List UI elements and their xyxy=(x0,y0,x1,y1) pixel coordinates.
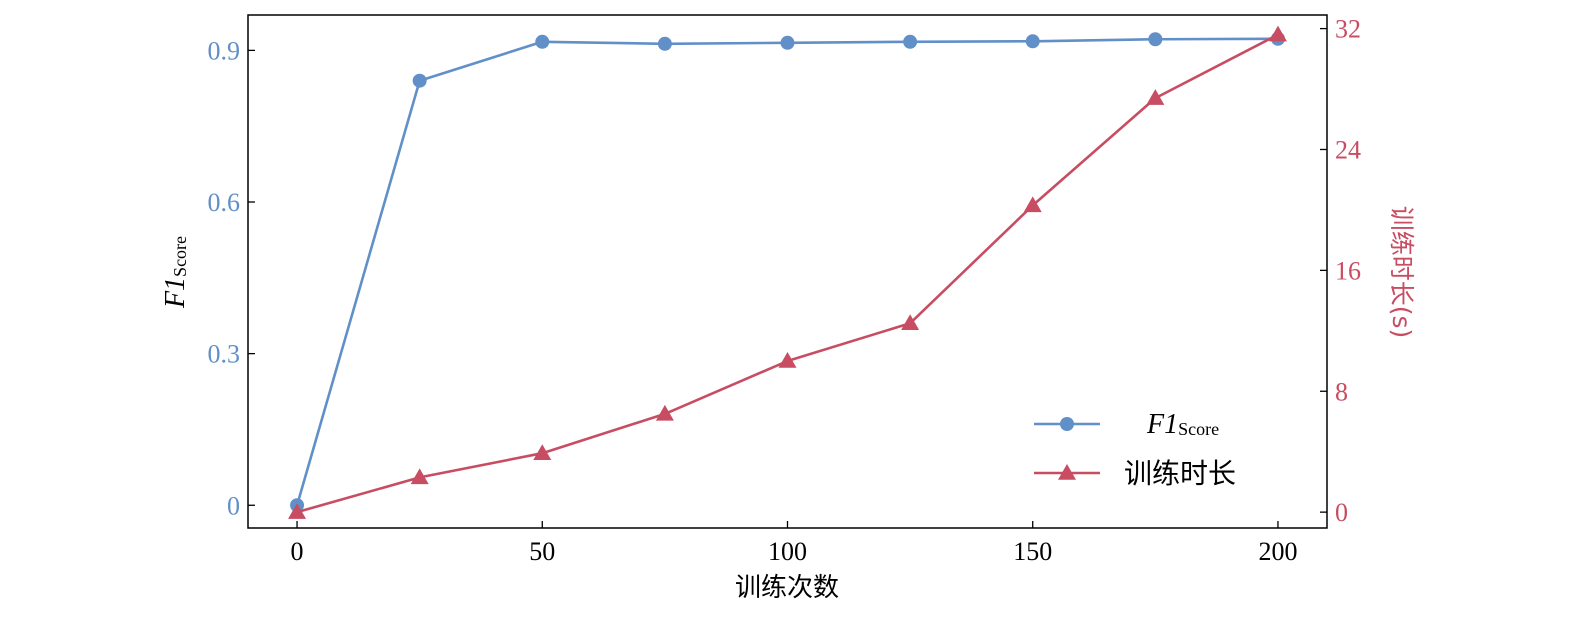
y-right-tick-label: 8 xyxy=(1335,377,1348,406)
training-time-series-line xyxy=(296,33,1279,514)
y-axis-right-title: 训练时长(s) xyxy=(1387,206,1416,339)
f1-score-point xyxy=(1148,32,1163,47)
y-right-tick-label: 24 xyxy=(1335,135,1361,164)
training-time-point xyxy=(533,444,552,460)
y-axis-left-title: F1Score xyxy=(160,236,191,309)
y-left-tick-label: 0 xyxy=(227,491,240,520)
series-group xyxy=(288,25,1287,519)
x-tick-label: 0 xyxy=(291,537,304,566)
training-time-point xyxy=(1268,25,1287,42)
y-left-tick-label: 0.3 xyxy=(208,340,241,369)
training-time-point xyxy=(778,352,797,368)
f1-score-point xyxy=(535,34,550,49)
f1-score-point xyxy=(903,34,918,49)
legend-label-f1-score: F1Score xyxy=(1146,409,1219,440)
training-time-point xyxy=(1023,196,1042,213)
legend: F1Score 训练时长 xyxy=(1034,409,1236,490)
y-right-tick-label: 0 xyxy=(1335,498,1348,527)
f1-score-point xyxy=(412,73,427,88)
y-left-tick-label: 0.6 xyxy=(208,188,241,217)
x-tick-label: 200 xyxy=(1258,537,1297,566)
training-time-point xyxy=(901,314,920,331)
x-tick-label: 150 xyxy=(1013,537,1052,566)
tick-group: 0 50 100 150 200 0 0.3 0.6 0.9 0 8 16 24 32 xyxy=(208,15,1362,566)
y-axis-left-title-sub: Score xyxy=(170,236,190,277)
training-time-point xyxy=(288,503,307,519)
f1-score-series-line xyxy=(295,37,1278,506)
legend-label-training-time: 训练时长 xyxy=(1124,457,1236,490)
training-time-point xyxy=(410,468,429,485)
training-time-point xyxy=(1146,89,1165,105)
legend-marker-training-time xyxy=(1058,464,1076,480)
y-right-tick-label: 16 xyxy=(1335,256,1361,285)
y-left-tick-label: 0.9 xyxy=(208,36,241,65)
legend-marker-f1-score xyxy=(1060,417,1074,431)
x-tick-label: 50 xyxy=(529,537,555,566)
y-right-tick-label: 32 xyxy=(1335,15,1361,44)
f1-score-point xyxy=(1025,34,1040,49)
f1-score-point xyxy=(657,36,672,51)
training-time-point xyxy=(655,404,674,421)
f1-score-point xyxy=(780,35,795,50)
x-axis-title: 训练次数 xyxy=(735,573,839,603)
y-axis-left-title-main: F1 xyxy=(160,277,191,309)
x-tick-label: 100 xyxy=(768,537,807,566)
